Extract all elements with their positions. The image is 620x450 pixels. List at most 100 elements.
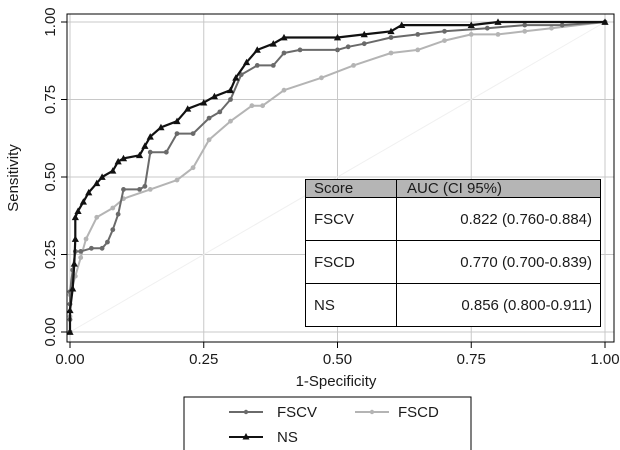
data-point: [254, 63, 260, 68]
auc-table-score-cell: FSCD: [305, 240, 397, 284]
data-point: [74, 207, 82, 214]
auc-table-header-row: Score AUC (CI 95%): [305, 179, 601, 198]
y-tick-label-2: 0.50: [42, 162, 59, 191]
data-point: [110, 227, 116, 233]
data-point: [601, 18, 609, 25]
data-point: [242, 58, 251, 66]
data-point: [398, 21, 406, 28]
data-point: [559, 22, 565, 28]
data-point: [135, 151, 144, 159]
data-point: [79, 198, 87, 205]
data-point: [351, 63, 356, 68]
data-point: [269, 40, 277, 47]
data-point: [297, 47, 303, 53]
data-point: [442, 28, 447, 34]
auc-table-value-cell: 0.822 (0.760-0.884): [396, 197, 601, 241]
auc-table-score-cell: FSCV: [305, 197, 397, 241]
legend-label-ns: NS: [277, 429, 298, 446]
data-point: [228, 97, 233, 102]
data-point: [442, 38, 447, 43]
x-tick-label-1: 0.25: [189, 351, 218, 368]
x-axis-title: 1-Specificity: [296, 373, 377, 390]
data-point: [345, 44, 351, 50]
data-point: [174, 177, 180, 183]
data-point: [495, 32, 501, 37]
legend-item-fscd: FSCD: [355, 404, 439, 421]
data-point: [333, 33, 342, 41]
data-point: [415, 47, 421, 53]
data-point: [232, 74, 240, 81]
data-point: [467, 21, 475, 28]
auc-table-header-score: Score: [305, 179, 397, 198]
data-point: [66, 306, 74, 314]
data-point: [522, 28, 528, 34]
y-tick-label-1: 0.25: [42, 240, 59, 269]
reference-diagonal: [69, 21, 606, 333]
data-point: [335, 47, 340, 53]
table-row: FSCV 0.822 (0.760-0.884): [305, 197, 601, 241]
data-point: [280, 33, 288, 41]
data-point: [415, 32, 421, 37]
data-point: [210, 92, 219, 100]
legend-box: [183, 396, 472, 450]
data-point: [85, 188, 93, 196]
plot-frame: [66, 13, 615, 343]
data-point: [137, 187, 142, 192]
series-group: [66, 18, 609, 335]
data-point: [217, 109, 223, 115]
data-point: [114, 157, 122, 165]
data-point: [387, 27, 395, 35]
data-point: [71, 235, 79, 242]
y-tick-label-3: 0.75: [42, 85, 59, 114]
data-point: [69, 285, 77, 292]
x-axis-ticks: 0.00 0.25 0.50 0.75 1.00: [55, 342, 620, 368]
data-point: [388, 35, 394, 40]
data-point: [388, 50, 394, 56]
auc-table-value-cell: 0.856 (0.800-0.911): [396, 283, 601, 327]
data-point: [98, 173, 106, 180]
data-point: [494, 18, 502, 25]
data-point: [94, 214, 100, 220]
table-row: FSCD 0.770 (0.700-0.839): [305, 240, 601, 284]
data-point: [468, 32, 474, 37]
data-point: [206, 115, 212, 121]
x-tick-label-4: 1.00: [590, 351, 619, 368]
data-point: [174, 131, 180, 137]
legend-item-fscv: FSCV: [229, 404, 317, 421]
data-point: [142, 183, 148, 189]
data-point: [522, 22, 528, 28]
y-tick-label-4: 1.00: [42, 7, 59, 36]
data-point: [360, 30, 368, 38]
data-point: [66, 328, 74, 335]
series-ns: [66, 18, 609, 335]
data-point: [99, 245, 105, 251]
data-point: [484, 25, 490, 31]
data-point: [270, 63, 276, 68]
data-point: [319, 75, 324, 81]
legend-item-ns: NS: [229, 429, 298, 446]
data-point: [119, 154, 128, 162]
data-point: [71, 213, 79, 221]
data-point: [121, 187, 126, 192]
data-point: [109, 167, 117, 174]
data-point: [260, 103, 265, 109]
data-point: [190, 165, 196, 171]
auc-table-score-cell: NS: [305, 283, 397, 327]
data-point: [281, 50, 287, 56]
data-point: [78, 249, 84, 254]
data-point: [141, 142, 149, 149]
data-point: [105, 239, 110, 245]
data-point: [549, 25, 554, 31]
x-tick-label-3: 0.75: [457, 351, 486, 368]
data-point: [83, 236, 89, 242]
data-point: [89, 245, 94, 251]
data-point: [228, 118, 233, 124]
auc-table-value-cell: 0.770 (0.700-0.839): [396, 240, 601, 284]
data-point: [93, 179, 101, 187]
axes-group: [66, 13, 615, 343]
reference-line-group: [69, 21, 606, 333]
y-axis-ticks: 0.00 0.25 0.50 0.75 1.00: [42, 7, 67, 347]
data-point: [78, 255, 84, 260]
data-point: [173, 117, 181, 125]
